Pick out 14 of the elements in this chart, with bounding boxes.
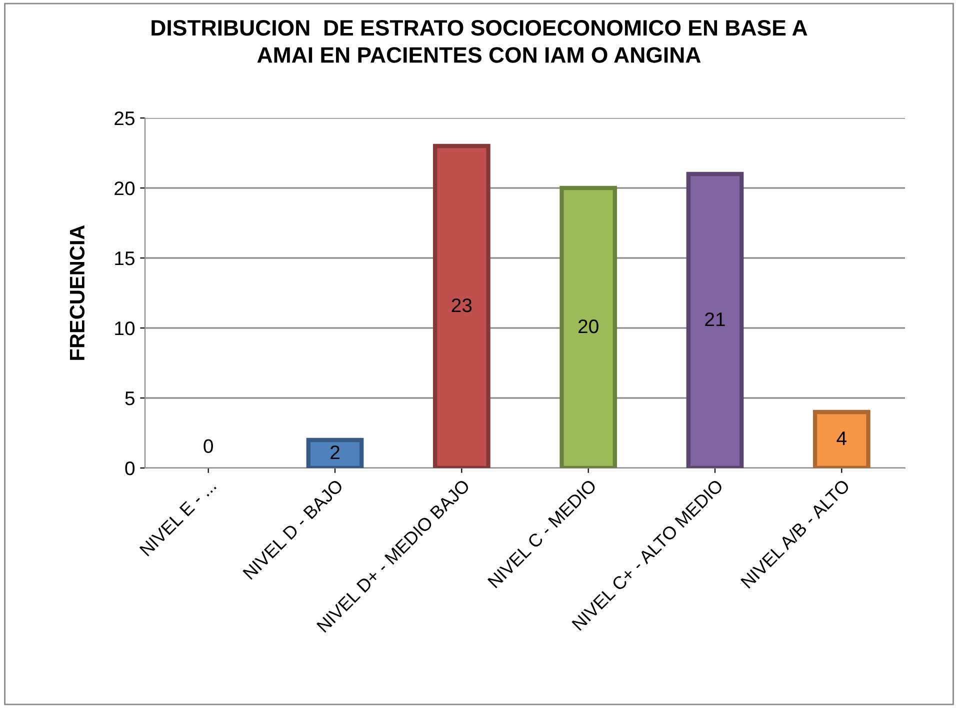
y-tick-label: 25 [114,111,134,126]
y-tick-label: 10 [115,321,135,336]
y-tick-label: 15 [115,252,134,266]
data-label: 20 [578,319,598,334]
data-label: 4 [836,432,847,446]
chart-title: DISTRIBUCION DE ESTRATO SOCIOECONOMICO EN BASE A AMAI EN PACIENTES CON IAM O ANGINA [152,20,808,63]
data-label: 2 [330,445,340,460]
y-tick-label: 20 [114,181,135,196]
y-axis-title: FRECUENCIA [70,225,85,360]
data-label: 21 [705,312,725,326]
data-label: 0 [204,439,213,454]
y-tick-label: 0 [125,461,135,476]
data-label: 23 [452,298,472,312]
y-tick-label: 5 [125,392,134,406]
